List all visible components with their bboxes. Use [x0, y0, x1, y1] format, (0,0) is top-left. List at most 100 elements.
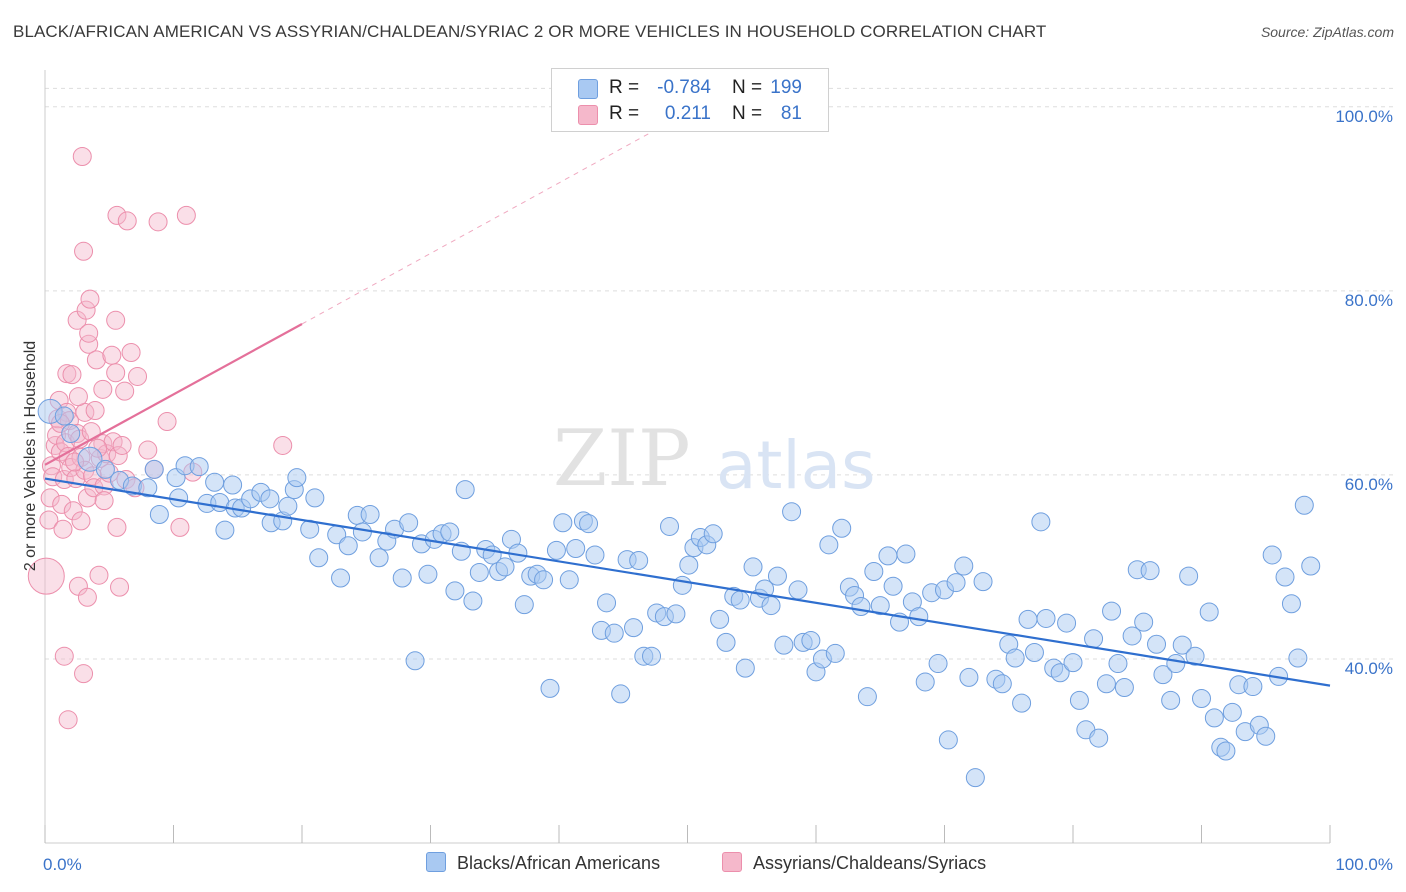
data-point-black	[223, 475, 243, 495]
y-tick-label: 100.0%	[1335, 107, 1393, 126]
data-point-black	[1012, 693, 1032, 713]
data-point-black	[878, 546, 898, 566]
data-point-assyrian	[72, 147, 92, 167]
data-point-black	[1166, 654, 1186, 674]
data-point-black	[392, 568, 412, 588]
watermark: ZIP atlas	[553, 414, 876, 504]
data-point-black	[369, 548, 389, 568]
data-point-black	[928, 654, 948, 674]
data-point-black	[1199, 602, 1219, 622]
data-point-black	[1089, 728, 1109, 748]
data-point-assyrian	[176, 205, 196, 225]
data-point-black	[1281, 594, 1301, 614]
data-point-black	[965, 768, 985, 788]
data-point-black	[1192, 689, 1211, 709]
data-point-assyrian	[108, 446, 128, 466]
data-point-black	[1256, 726, 1276, 746]
data-point-black	[666, 604, 686, 624]
data-point-assyrian	[102, 345, 122, 365]
data-point-assyrian	[57, 364, 77, 384]
data-point-assyrian	[93, 379, 113, 399]
data-point-black	[672, 575, 692, 595]
data-point-black	[215, 520, 235, 540]
data-point-black	[352, 522, 372, 542]
data-point-assyrian	[62, 365, 82, 385]
data-point-assyrian	[148, 212, 168, 232]
legend-swatch-pink	[578, 105, 598, 125]
data-point-black	[703, 524, 723, 544]
data-point-black	[1185, 646, 1205, 666]
data-point-black	[546, 540, 566, 560]
data-point-black	[138, 478, 158, 498]
data-point-black	[309, 548, 329, 568]
data-point-assyrian	[85, 400, 105, 420]
data-point-black	[1084, 629, 1104, 649]
trend-line-black	[44, 477, 1331, 687]
data-point-black	[1140, 561, 1160, 581]
data-point-black	[1134, 612, 1154, 632]
data-point-black	[870, 596, 890, 616]
legend-r-value: -0.784	[657, 77, 711, 98]
watermark-atlas: atlas	[716, 427, 876, 504]
data-point-assyrian	[273, 435, 293, 455]
data-point-black	[278, 496, 298, 516]
data-point-black	[761, 596, 781, 616]
data-point-assyrian	[110, 577, 130, 597]
x-tick-label-right: 100.0%	[1335, 855, 1393, 874]
data-point-black	[1147, 634, 1167, 654]
bottom-legend-black: Blacks/African Americans	[426, 852, 660, 876]
data-point-black	[287, 468, 307, 488]
data-point-black	[445, 581, 465, 601]
data-point-black	[1153, 665, 1173, 685]
data-point-black	[455, 480, 475, 500]
data-point-black	[305, 488, 325, 508]
data-point-black	[514, 595, 534, 615]
data-point-black	[992, 674, 1012, 694]
data-point-black	[1301, 556, 1321, 576]
data-point-black	[883, 576, 903, 596]
data-point-black	[1096, 674, 1116, 694]
data-point-black	[418, 564, 438, 584]
legend-r-label: R =	[609, 77, 640, 98]
data-point-black	[338, 536, 358, 556]
data-point-black	[54, 406, 74, 426]
data-point-black	[553, 513, 573, 533]
data-point-black	[495, 557, 515, 577]
data-point-assyrian	[63, 501, 83, 521]
y-tick-label: 40.0%	[1345, 659, 1393, 678]
data-point-black	[1050, 663, 1070, 683]
data-point-assyrian	[107, 205, 127, 225]
data-point-black	[463, 591, 483, 611]
data-point-black	[1172, 635, 1192, 655]
bottom-legend-label-black: Blacks/African Americans	[457, 853, 661, 873]
legend-row-assyrian: R = 0.211 N = 81	[552, 101, 828, 127]
data-point-assyrian	[76, 300, 96, 320]
y-axis-title: 2 or more Vehicles in Household	[22, 341, 39, 571]
data-point-assyrian	[74, 241, 94, 261]
trend-line-assyrian-extension	[301, 111, 688, 325]
data-point-black	[915, 672, 935, 692]
data-point-assyrian	[117, 211, 137, 231]
legend-n-label: N =	[732, 77, 763, 98]
x-ticks	[44, 825, 1331, 843]
data-point-assyrian	[89, 565, 109, 585]
data-point-black	[1243, 677, 1263, 697]
data-point-assyrian	[39, 510, 59, 530]
data-point-black	[559, 570, 579, 590]
data-point-black	[611, 684, 631, 704]
data-point-assyrian	[77, 587, 97, 607]
data-point-assyrian	[61, 458, 81, 478]
data-point-black	[896, 544, 916, 564]
data-point-black	[946, 573, 966, 593]
legend-n-value: 199	[770, 77, 802, 98]
legend-swatch-blue	[578, 79, 598, 99]
data-point-black	[954, 556, 974, 576]
data-point-black	[716, 632, 736, 652]
data-point-black	[585, 545, 605, 565]
data-point-assyrian	[58, 710, 78, 730]
data-point-black	[832, 518, 852, 538]
data-point-black	[597, 593, 617, 613]
data-point-black	[624, 618, 644, 638]
data-point-black	[399, 513, 419, 533]
